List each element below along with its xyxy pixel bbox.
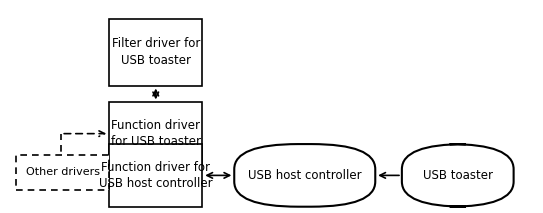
Text: USB toaster: USB toaster <box>423 169 493 182</box>
FancyBboxPatch shape <box>234 144 375 207</box>
FancyBboxPatch shape <box>109 102 203 165</box>
Text: USB host controller: USB host controller <box>248 169 362 182</box>
Text: Filter driver for
USB toaster: Filter driver for USB toaster <box>111 37 200 67</box>
Text: Other drivers: Other drivers <box>26 167 99 177</box>
FancyBboxPatch shape <box>16 154 109 190</box>
FancyBboxPatch shape <box>109 19 203 86</box>
Text: Function driver for
USB host controller: Function driver for USB host controller <box>99 161 212 190</box>
FancyBboxPatch shape <box>109 144 203 207</box>
FancyBboxPatch shape <box>402 144 514 207</box>
Text: Function driver
for USB toaster: Function driver for USB toaster <box>111 119 201 148</box>
